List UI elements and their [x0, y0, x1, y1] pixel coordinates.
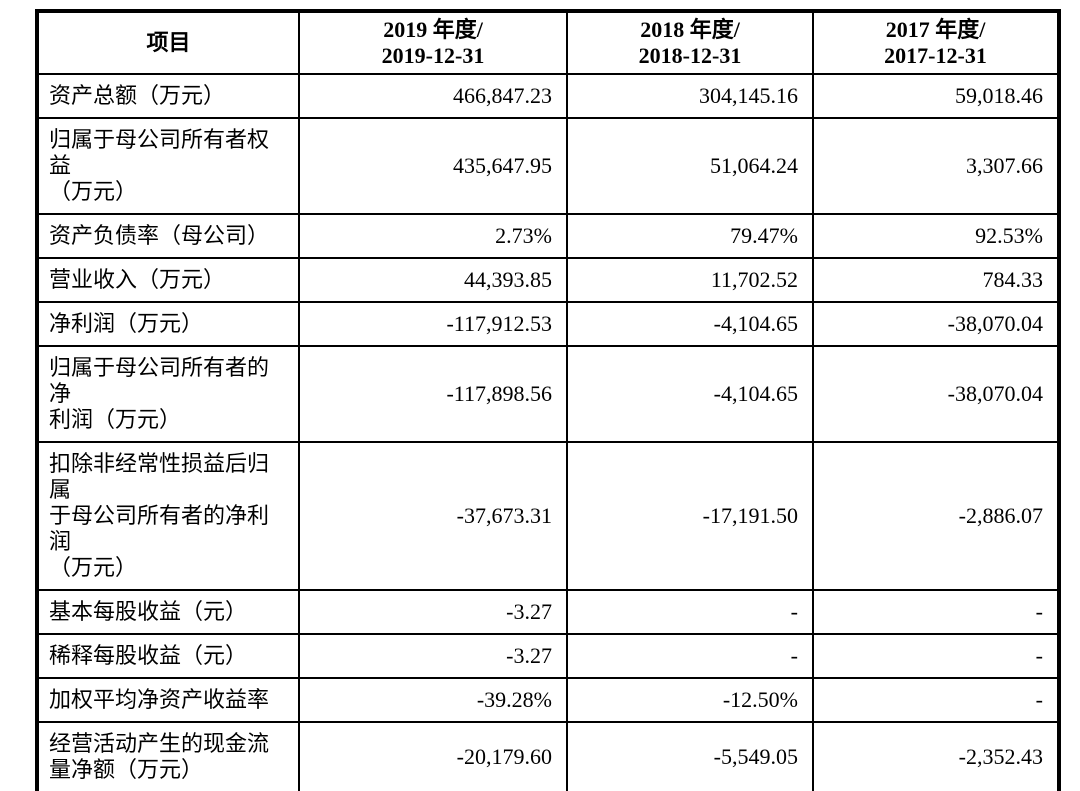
item-cell: 营业收入（万元）	[36, 257, 300, 303]
value-cell: -3.27	[298, 589, 568, 635]
header-period-2: 2018 年度/2018-12-31	[566, 10, 814, 75]
value-cell: 784.33	[812, 257, 1060, 303]
period-line2: 2019-12-31	[381, 43, 485, 68]
period-line1: 2017 年度/	[885, 17, 986, 42]
table-row: 净利润（万元） -117,912.53 -4,104.65 -38,070.04	[36, 301, 1060, 347]
value-cell: -	[812, 677, 1060, 723]
value-cell: 304,145.16	[566, 73, 814, 119]
value-cell: 3,307.66	[812, 117, 1060, 215]
value-cell: -3.27	[298, 633, 568, 679]
item-cell: 经营活动产生的现金流 量净额（万元）	[36, 721, 300, 791]
item-cell: 加权平均净资产收益率	[36, 677, 300, 723]
table-row: 营业收入（万元） 44,393.85 11,702.52 784.33	[36, 257, 1060, 303]
value-cell: -2,886.07	[812, 441, 1060, 591]
item-cell: 资产总额（万元）	[36, 73, 300, 119]
value-cell: -4,104.65	[566, 301, 814, 347]
value-cell: -	[566, 633, 814, 679]
value-cell: -	[812, 589, 1060, 635]
value-cell: -4,104.65	[566, 345, 814, 443]
value-cell: 435,647.95	[298, 117, 568, 215]
period-line2: 2017-12-31	[884, 43, 987, 68]
table-row: 扣除非经常性损益后归属 于母公司所有者的净利润 （万元） -37,673.31 -1…	[36, 441, 1060, 591]
value-cell: -38,070.04	[812, 345, 1060, 443]
value-cell: -12.50%	[566, 677, 814, 723]
item-cell: 净利润（万元）	[36, 301, 300, 347]
table-row: 稀释每股收益（元） -3.27- -	[36, 633, 1060, 679]
value-cell: 92.53%	[812, 213, 1060, 259]
table-row: 资产负债率（母公司） 2.73% 79.47% 92.53%	[36, 213, 1060, 259]
value-cell: -117,898.56	[298, 345, 568, 443]
value-cell: 2.73%	[298, 213, 568, 259]
header-row: 项目 2019 年度/2019-12-31 2018 年度/2018-12-31 2…	[36, 10, 1060, 75]
period-line2: 2018-12-31	[638, 43, 742, 68]
item-cell: 扣除非经常性损益后归属 于母公司所有者的净利润 （万元）	[36, 441, 300, 591]
period-line1: 2018 年度/	[640, 17, 740, 42]
value-cell: -17,191.50	[566, 441, 814, 591]
value-cell: -	[566, 589, 814, 635]
item-cell: 资产负债率（母公司）	[36, 213, 300, 259]
table-row: 资产总额（万元） 466,847.23 304,145.16 59,018.46	[36, 73, 1060, 119]
financial-summary-table: 项目 2019 年度/2019-12-31 2018 年度/2018-12-31 2…	[35, 9, 1061, 791]
table-row: 经营活动产生的现金流 量净额（万元） -20,179.60 -5,549.05 -2,…	[36, 721, 1060, 791]
item-cell: 基本每股收益（元）	[36, 589, 300, 635]
item-cell: 归属于母公司所有者的净 利润（万元）	[36, 345, 300, 443]
value-cell: -38,070.04	[812, 301, 1060, 347]
value-cell: -39.28%	[298, 677, 568, 723]
item-cell: 稀释每股收益（元）	[36, 633, 300, 679]
table-row: 加权平均净资产收益率 -39.28% -12.50% -	[36, 677, 1060, 723]
value-cell: -5,549.05	[566, 721, 814, 791]
table-row: 归属于母公司所有者的净 利润（万元） -117,898.56 -4,104.65 -3…	[36, 345, 1060, 443]
value-cell: 466,847.23	[298, 73, 568, 119]
table-row: 基本每股收益（元） -3.27- -	[36, 589, 1060, 635]
value-cell: 44,393.85	[298, 257, 568, 303]
value-cell: -	[812, 633, 1060, 679]
value-cell: 11,702.52	[566, 257, 814, 303]
header-period-3: 2017 年度/2017-12-31	[812, 10, 1060, 75]
header-item-label: 项目	[36, 10, 300, 75]
value-cell: 59,018.46	[812, 73, 1060, 119]
item-cell: 归属于母公司所有者权益 （万元）	[36, 117, 300, 215]
header-period-1: 2019 年度/2019-12-31	[298, 10, 568, 75]
value-cell: -117,912.53	[298, 301, 568, 347]
value-cell: -2,352.43	[812, 721, 1060, 791]
value-cell: -20,179.60	[298, 721, 568, 791]
period-line1: 2019 年度/	[383, 17, 483, 42]
value-cell: -37,673.31	[298, 441, 568, 591]
value-cell: 79.47%	[566, 213, 814, 259]
table-row: 归属于母公司所有者权益 （万元） 435,647.95 51,064.24 3,307…	[36, 117, 1060, 215]
value-cell: 51,064.24	[566, 117, 814, 215]
